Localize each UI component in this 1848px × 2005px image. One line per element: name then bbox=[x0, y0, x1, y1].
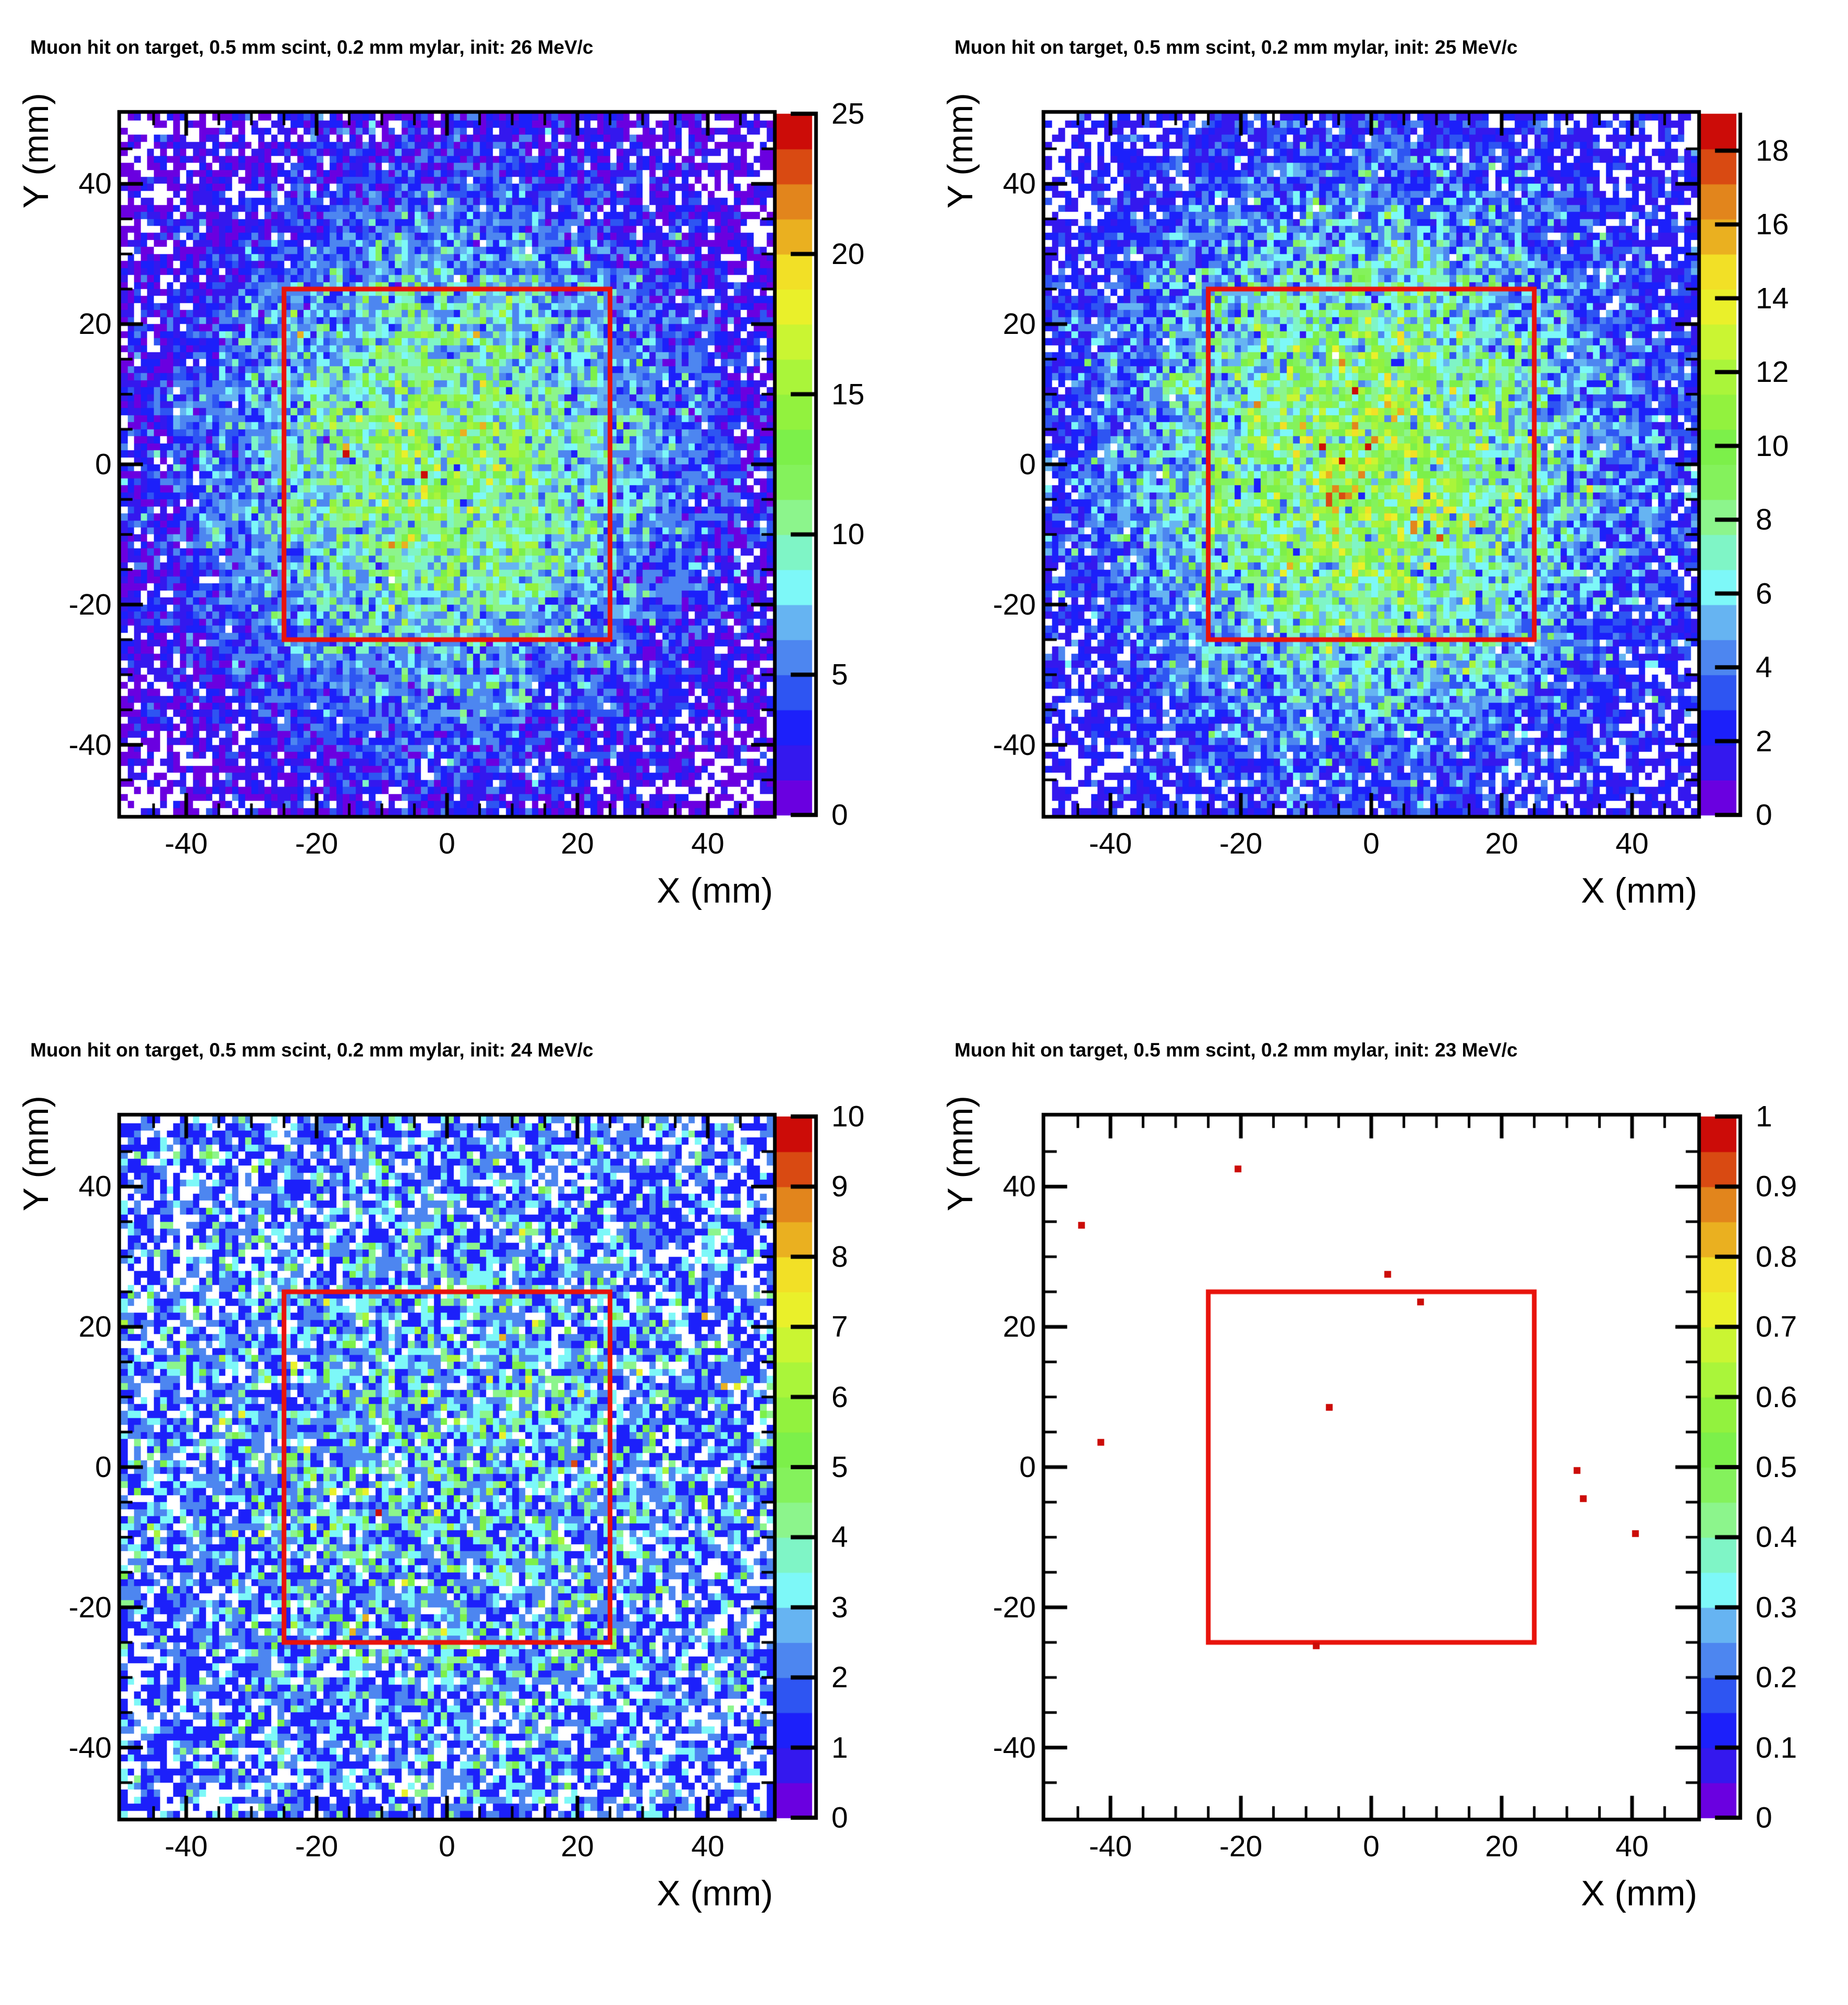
heatmap-plot-canvas bbox=[0, 1003, 924, 2005]
colorbar-tick-label: 10 bbox=[1756, 429, 1789, 463]
colorbar-tick-label: 8 bbox=[1756, 503, 1772, 537]
y-tick-label: 20 bbox=[1002, 1310, 1036, 1344]
y-tick-label: -40 bbox=[993, 1731, 1036, 1764]
x-tick-label: -20 bbox=[1219, 1830, 1263, 1863]
x-axis-title: X (mm) bbox=[657, 871, 773, 910]
colorbar-tick-label: 0.3 bbox=[1756, 1590, 1797, 1624]
colorbar-tick-label: 12 bbox=[1756, 355, 1789, 389]
colorbar-tick-label: 8 bbox=[831, 1240, 848, 1274]
colorbar-tick-label: 0.1 bbox=[1756, 1731, 1797, 1764]
x-axis-title: X (mm) bbox=[1581, 871, 1697, 910]
x-tick-label: -40 bbox=[1089, 827, 1132, 860]
colorbar-tick-label: 6 bbox=[831, 1380, 848, 1414]
x-axis-title: X (mm) bbox=[1581, 1874, 1697, 1913]
y-axis-title: Y (mm) bbox=[940, 1096, 1056, 1211]
y-tick-label: 20 bbox=[78, 1310, 112, 1344]
colorbar-tick-label: 4 bbox=[1756, 651, 1772, 685]
y-tick-label: -20 bbox=[993, 587, 1036, 621]
y-tick-label: -20 bbox=[68, 587, 112, 621]
y-tick-label: -40 bbox=[68, 1731, 112, 1764]
heatmap-plot-canvas bbox=[924, 0, 1848, 1002]
x-tick-label: 0 bbox=[1363, 1830, 1380, 1863]
x-tick-label: 0 bbox=[1363, 827, 1380, 860]
colorbar-tick-label: 18 bbox=[1756, 134, 1789, 167]
colorbar-tick-label: 0 bbox=[831, 798, 848, 832]
colorbar-tick-label: 20 bbox=[831, 237, 865, 271]
y-axis-title: Y (mm) bbox=[940, 93, 1056, 209]
colorbar-tick-label: 0.2 bbox=[1756, 1661, 1797, 1695]
colorbar-tick-label: 16 bbox=[1756, 208, 1789, 242]
colorbar-tick-label: 15 bbox=[831, 377, 865, 411]
y-tick-label: -40 bbox=[68, 728, 112, 762]
y-tick-label: 40 bbox=[1002, 167, 1036, 201]
heatmap-panel-25mevc: Muon hit on target, 0.5 mm scint, 0.2 mm… bbox=[924, 0, 1848, 1002]
y-tick-label: 40 bbox=[78, 1170, 112, 1204]
x-tick-label: -40 bbox=[164, 1830, 208, 1863]
colorbar-tick-label: 1 bbox=[831, 1731, 848, 1764]
colorbar-tick-label: 0.9 bbox=[1756, 1170, 1797, 1204]
y-tick-label: 0 bbox=[1019, 448, 1036, 481]
colorbar-tick-label: 0 bbox=[1756, 798, 1772, 832]
heatmap-plot-canvas bbox=[0, 0, 924, 1002]
heatmap-panel-26mevc: Muon hit on target, 0.5 mm scint, 0.2 mm… bbox=[0, 0, 924, 1002]
x-tick-label: -20 bbox=[1219, 827, 1263, 860]
colorbar-tick-label: 5 bbox=[831, 1450, 848, 1484]
colorbar-tick-label: 0 bbox=[831, 1801, 848, 1834]
colorbar-tick-label: 2 bbox=[1756, 724, 1772, 758]
colorbar-tick-label: 2 bbox=[831, 1661, 848, 1695]
y-tick-label: 20 bbox=[78, 307, 112, 341]
heatmap-plot-canvas bbox=[924, 1003, 1848, 2005]
x-tick-label: -20 bbox=[295, 827, 339, 860]
colorbar-tick-label: 0.7 bbox=[1756, 1310, 1797, 1344]
x-tick-label: 0 bbox=[439, 1830, 455, 1863]
y-tick-label: 40 bbox=[78, 167, 112, 201]
x-axis-title: X (mm) bbox=[657, 1874, 773, 1913]
y-tick-label: 0 bbox=[95, 1450, 112, 1484]
x-tick-label: 40 bbox=[1615, 827, 1649, 860]
colorbar-tick-label: 10 bbox=[831, 1100, 865, 1133]
x-tick-label: 40 bbox=[691, 827, 724, 860]
y-tick-label: 40 bbox=[1002, 1170, 1036, 1204]
heatmap-panel-24mevc: Muon hit on target, 0.5 mm scint, 0.2 mm… bbox=[0, 1003, 924, 2005]
y-axis-title: Y (mm) bbox=[16, 93, 131, 209]
x-tick-label: -20 bbox=[295, 1830, 339, 1863]
colorbar-tick-label: 1 bbox=[1756, 1100, 1772, 1133]
colorbar-tick-label: 4 bbox=[831, 1520, 848, 1554]
colorbar-tick-label: 5 bbox=[831, 658, 848, 692]
colorbar-tick-label: 14 bbox=[1756, 281, 1789, 315]
x-tick-label: 20 bbox=[1485, 827, 1518, 860]
y-axis-title: Y (mm) bbox=[16, 1096, 131, 1211]
y-tick-label: 0 bbox=[1019, 1450, 1036, 1484]
x-tick-label: -40 bbox=[164, 827, 208, 860]
y-tick-label: -20 bbox=[993, 1590, 1036, 1624]
y-tick-label: -20 bbox=[68, 1590, 112, 1624]
x-tick-label: 20 bbox=[561, 1830, 594, 1863]
colorbar-tick-label: 25 bbox=[831, 97, 865, 130]
y-tick-label: 0 bbox=[95, 448, 112, 481]
colorbar-tick-label: 10 bbox=[831, 518, 865, 551]
x-tick-label: 20 bbox=[1485, 1830, 1518, 1863]
y-tick-label: -40 bbox=[993, 728, 1036, 762]
colorbar-tick-label: 9 bbox=[831, 1170, 848, 1204]
colorbar-tick-label: 0.6 bbox=[1756, 1380, 1797, 1414]
colorbar-tick-label: 0 bbox=[1756, 1801, 1772, 1834]
heatmap-panel-23mevc: Muon hit on target, 0.5 mm scint, 0.2 mm… bbox=[924, 1003, 1848, 2005]
colorbar-tick-label: 0.8 bbox=[1756, 1240, 1797, 1274]
x-tick-label: 20 bbox=[561, 827, 594, 860]
x-tick-label: 40 bbox=[1615, 1830, 1649, 1863]
x-tick-label: 40 bbox=[691, 1830, 724, 1863]
y-tick-label: 20 bbox=[1002, 307, 1036, 341]
colorbar-tick-label: 6 bbox=[1756, 577, 1772, 610]
colorbar-tick-label: 7 bbox=[831, 1310, 848, 1344]
colorbar-tick-label: 0.5 bbox=[1756, 1450, 1797, 1484]
colorbar-tick-label: 3 bbox=[831, 1590, 848, 1624]
x-tick-label: 0 bbox=[439, 827, 455, 860]
x-tick-label: -40 bbox=[1089, 1830, 1132, 1863]
colorbar-tick-label: 0.4 bbox=[1756, 1520, 1797, 1554]
